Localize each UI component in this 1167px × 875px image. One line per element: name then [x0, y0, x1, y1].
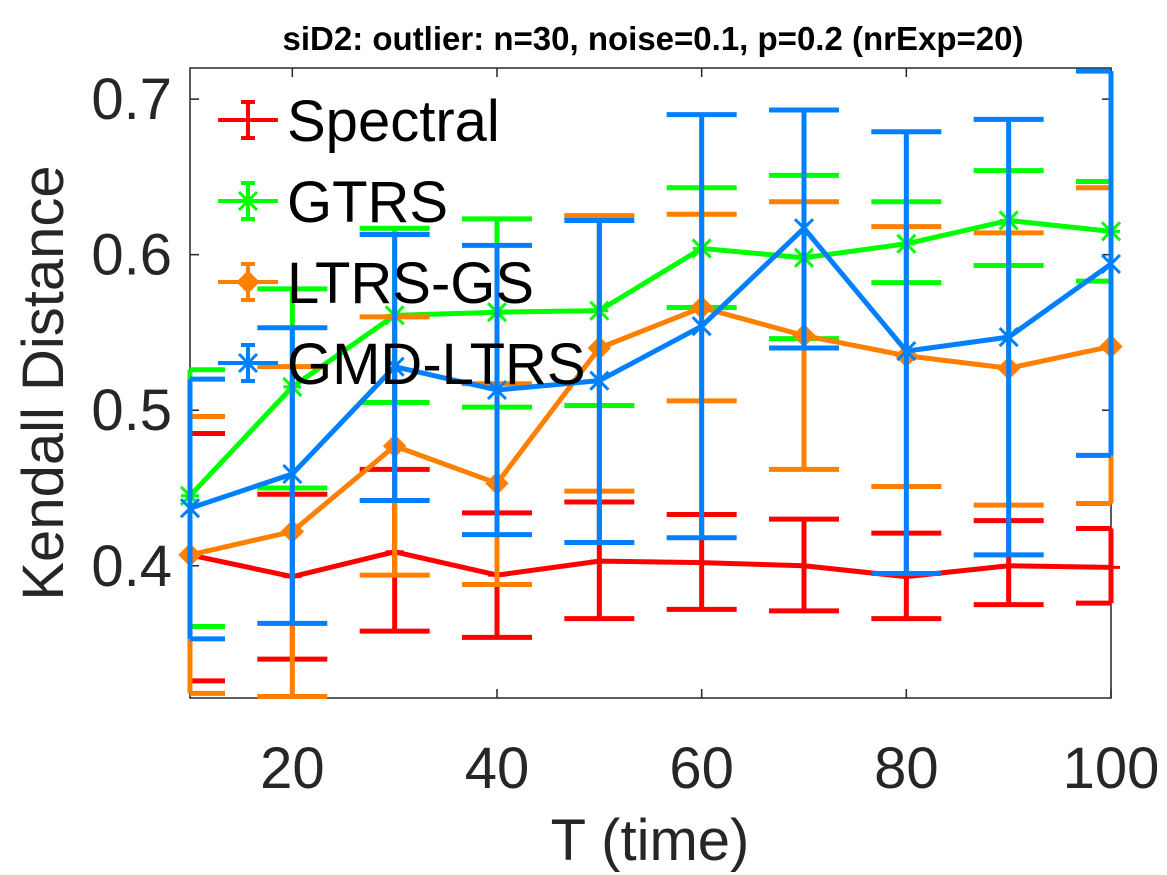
legend-label: GMD-LTRS: [287, 332, 586, 397]
y-tick-label: 0.6: [91, 223, 172, 288]
data-point: [590, 552, 609, 571]
series-gtrs: [179, 168, 1122, 629]
data-point: [384, 356, 405, 377]
y-axis-label: Kendall Distance: [11, 165, 76, 600]
series-line: [189, 305, 1112, 558]
data-point: [691, 316, 712, 337]
data-point: [486, 379, 508, 401]
data-point: [999, 556, 1018, 575]
data-point: [692, 553, 711, 572]
y-tick-label: 0.5: [91, 378, 172, 443]
legend-item: GTRS: [218, 170, 448, 235]
y-tick-label: 0.4: [91, 534, 172, 599]
legend-label: Spectral: [287, 89, 500, 154]
legend-item: GMD-LTRS: [218, 332, 586, 397]
x-tick-label: 60: [669, 736, 734, 801]
series-line: [189, 549, 1112, 580]
data-point: [793, 218, 815, 239]
data-point: [589, 370, 610, 391]
x-tick-label: 100: [1063, 736, 1160, 801]
series-gmd-ltrs: [179, 68, 1122, 642]
legend-label: LTRS-GS: [287, 251, 534, 316]
legend-marker: [236, 270, 260, 294]
data-point: [896, 341, 917, 362]
legend-item: Spectral: [218, 89, 500, 154]
series-line: [189, 225, 1113, 511]
chart-title: siD2: outlier: n=30, noise=0.1, p=0.2 (n…: [283, 20, 1024, 57]
series-line: [188, 217, 1112, 498]
data-point: [795, 556, 813, 575]
legend-item: LTRS-GS: [218, 251, 534, 316]
data-point: [998, 327, 1019, 348]
data-point: [1100, 253, 1122, 275]
data-point: [282, 463, 303, 485]
legend: Spectral GTRS LTRS-GS GMD-LTRS: [218, 89, 586, 397]
legend-marker: [239, 111, 257, 129]
legend-marker: [237, 190, 259, 212]
axis-ticks: 20 40 60 80 100 0.4 0.5 0.6 0.7: [91, 67, 1159, 801]
legend-label: GTRS: [287, 170, 448, 235]
legend-marker: [237, 352, 259, 374]
x-tick-label: 80: [874, 736, 939, 801]
x-tick-label: 20: [260, 736, 325, 801]
y-tick-label: 0.7: [91, 67, 172, 132]
data-point: [179, 498, 201, 519]
x-tick-label: 40: [465, 736, 530, 801]
series-group: [178, 68, 1123, 699]
data-point: [1102, 558, 1120, 577]
x-axis-label: T (time): [551, 808, 750, 873]
